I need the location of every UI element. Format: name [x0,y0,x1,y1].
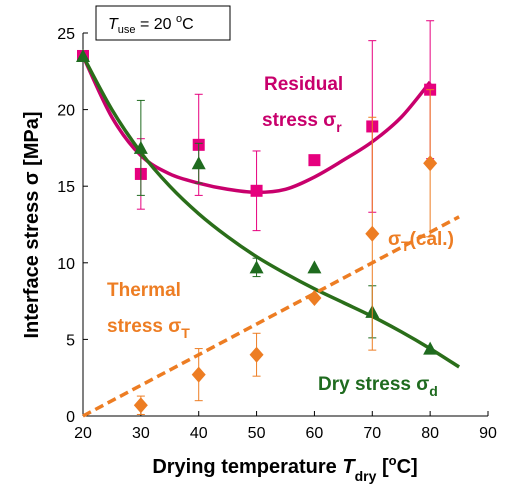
text: stress σ [262,110,336,131]
point [191,366,206,383]
superscript: o [176,13,182,25]
fit-line [81,55,461,369]
x-tick-label: 30 [132,425,150,442]
text: C] [397,456,418,478]
subscript: r [336,119,342,135]
y-tick-label: 0 [66,409,75,426]
point [191,156,206,170]
x-tick-label: 50 [248,425,266,442]
point [249,260,264,274]
subscript: T [181,325,190,341]
text: Dry stress σ [318,374,429,395]
point [308,154,321,167]
point [423,341,438,355]
point [365,225,380,242]
point [307,260,322,274]
y-tick-label: 25 [57,26,75,43]
point [133,140,148,154]
point [307,290,322,307]
text: [ [376,456,389,478]
text: = 20 [136,16,176,33]
text: stress σ [107,316,181,337]
y-tick-label: 15 [57,179,75,196]
y-axis-label: Interface stress σ [MPa] [21,111,43,338]
x-tick-label: 80 [421,425,439,442]
thermal-label: Thermal [107,280,181,301]
text: (cal.) [410,229,454,250]
symbol: T [342,456,356,478]
fit-line [82,215,460,418]
symbol: T [108,16,119,33]
point [133,397,148,414]
subscript: dry [355,468,377,484]
x-tick-label: 20 [74,425,92,442]
point [76,48,90,62]
x-tick-label: 40 [190,425,208,442]
y-tick-label: 10 [57,256,75,273]
x-tick-label: 60 [306,425,324,442]
dry-label: Dry stress σd [318,374,438,399]
subscript: use [118,24,136,36]
x-tick-label: 90 [479,425,497,442]
text: σ [388,229,401,250]
residual-label: stress σr [262,110,342,135]
residual-label: Residual [264,74,343,95]
text: Drying temperature [152,456,342,478]
x-axis-label: Drying temperature Tdry [oC] [152,453,417,484]
x-tick-label: 70 [363,425,381,442]
point [250,184,263,197]
condition-box [95,5,231,41]
subscript: d [429,383,438,399]
unit: C [182,16,194,33]
thermal-label: stress σT [107,316,190,341]
y-tick-label: 5 [66,332,75,349]
point [423,155,438,172]
point [249,346,264,363]
superscript: o [389,453,397,468]
condition-label: Tuse = 20 oC [108,13,194,36]
y-tick-label: 20 [57,103,75,120]
